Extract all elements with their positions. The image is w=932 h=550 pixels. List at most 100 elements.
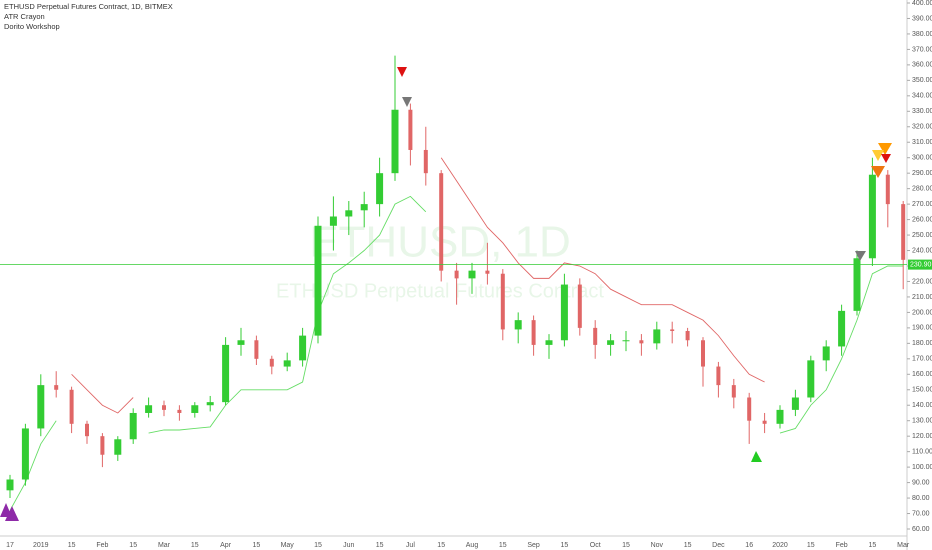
x-tick-label: 15	[437, 542, 445, 549]
x-tick-label: 2019	[33, 542, 49, 549]
signal-triangle	[881, 154, 891, 163]
x-tick-label: 16	[745, 542, 753, 549]
candle-body	[283, 360, 291, 367]
signal-triangle	[402, 97, 412, 107]
x-tick-label: Jul	[406, 542, 415, 549]
y-tick-label: 280.00	[912, 185, 932, 192]
candle-body	[37, 385, 45, 429]
y-tick-label: 100.00	[912, 464, 932, 471]
candle-body	[577, 284, 582, 328]
x-tick-label: Aug	[466, 542, 479, 549]
x-tick-label: 17	[6, 542, 14, 549]
candle-body	[901, 204, 906, 260]
chart-title: ETHUSD Perpetual Futures Contract, 1D, B…	[4, 2, 173, 11]
y-tick-label: 70.00	[912, 510, 930, 517]
x-tick-label: 2020	[772, 542, 788, 549]
y-tick-label: 130.00	[912, 418, 932, 425]
candle-body	[791, 397, 799, 410]
x-tick-label: 15	[253, 542, 261, 549]
candle-body	[100, 436, 105, 455]
candle-body	[329, 216, 337, 226]
candle-body	[391, 109, 399, 174]
candle-body	[531, 320, 536, 345]
x-tick-label: Dec	[712, 542, 725, 549]
candle-body	[177, 409, 182, 413]
candle-body	[593, 327, 598, 345]
y-tick-label: 300.00	[912, 155, 932, 162]
x-tick-label: 15	[869, 542, 877, 549]
y-tick-label: 140.00	[912, 402, 932, 409]
candle-body	[206, 402, 214, 406]
candle-body	[454, 270, 459, 279]
candle-body	[607, 340, 615, 345]
signal-triangle	[878, 143, 892, 155]
candle-body	[254, 340, 259, 359]
candle-body	[69, 389, 74, 424]
y-tick-label: 80.00	[912, 495, 930, 502]
y-tick-label: 220.00	[912, 278, 932, 285]
candle-body	[685, 330, 690, 341]
signal-triangle	[751, 451, 762, 462]
y-tick-label: 310.00	[912, 139, 932, 146]
x-tick-label: 15	[68, 542, 76, 549]
candle-body	[560, 284, 568, 341]
x-tick-label: Feb	[96, 542, 108, 549]
y-tick-label: 180.00	[912, 340, 932, 347]
candle-body	[269, 358, 274, 367]
x-tick-label: Oct	[590, 542, 601, 549]
x-tick-label: 15	[561, 542, 569, 549]
atr-line	[9, 195, 904, 511]
y-tick-label: 240.00	[912, 247, 932, 254]
candle-body	[468, 270, 476, 279]
last-price-label: 230.90	[910, 261, 932, 268]
candle-body	[376, 173, 384, 205]
x-tick-label: 15	[622, 542, 630, 549]
x-tick-label: 15	[807, 542, 815, 549]
x-tick-label: May	[281, 542, 295, 549]
x-tick-label: 15	[376, 542, 384, 549]
candle-body	[162, 405, 166, 410]
y-tick-label: 210.00	[912, 294, 932, 301]
candle-body	[653, 329, 661, 344]
x-tick-label: 15	[191, 542, 199, 549]
x-tick-label: Apr	[220, 542, 232, 549]
candle-body	[716, 366, 721, 386]
signal-triangle	[5, 506, 19, 521]
y-tick-label: 320.00	[912, 124, 932, 131]
candle-body	[731, 385, 736, 398]
candle-body	[21, 428, 29, 480]
x-tick-label: Jun	[343, 542, 354, 549]
indicator-label: ATR Crayon	[4, 12, 45, 21]
signals	[0, 67, 892, 521]
candle-body	[439, 173, 444, 271]
x-tick-label: 15	[314, 542, 322, 549]
y-tick-label: 330.00	[912, 108, 932, 115]
y-tick-label: 380.00	[912, 31, 932, 38]
candle-body	[314, 225, 322, 336]
candle-body	[514, 320, 522, 330]
signal-triangle	[855, 251, 866, 261]
y-tick-label: 340.00	[912, 93, 932, 100]
candle-body	[114, 439, 122, 455]
x-tick-label: Mar	[897, 542, 910, 549]
x-tick-label: Mar	[158, 542, 171, 549]
y-tick-label: 190.00	[912, 325, 932, 332]
candle-body	[747, 397, 752, 421]
y-tick-label: 250.00	[912, 232, 932, 239]
signal-triangle	[872, 150, 884, 161]
y-tick-label: 150.00	[912, 387, 932, 394]
candle-body	[345, 210, 353, 217]
candle-body	[545, 340, 553, 345]
candle-body	[670, 329, 675, 331]
y-tick-label: 90.00	[912, 479, 930, 486]
y-tick-label: 120.00	[912, 433, 932, 440]
indicator-label: Dorito Workshop	[4, 22, 60, 31]
candle-body	[191, 405, 199, 413]
candle-body	[423, 149, 428, 174]
candle-body	[6, 479, 14, 491]
candle-body	[822, 346, 830, 361]
candle-body	[299, 335, 307, 361]
candle-body	[838, 310, 846, 347]
x-tick-label: Sep	[527, 542, 540, 549]
